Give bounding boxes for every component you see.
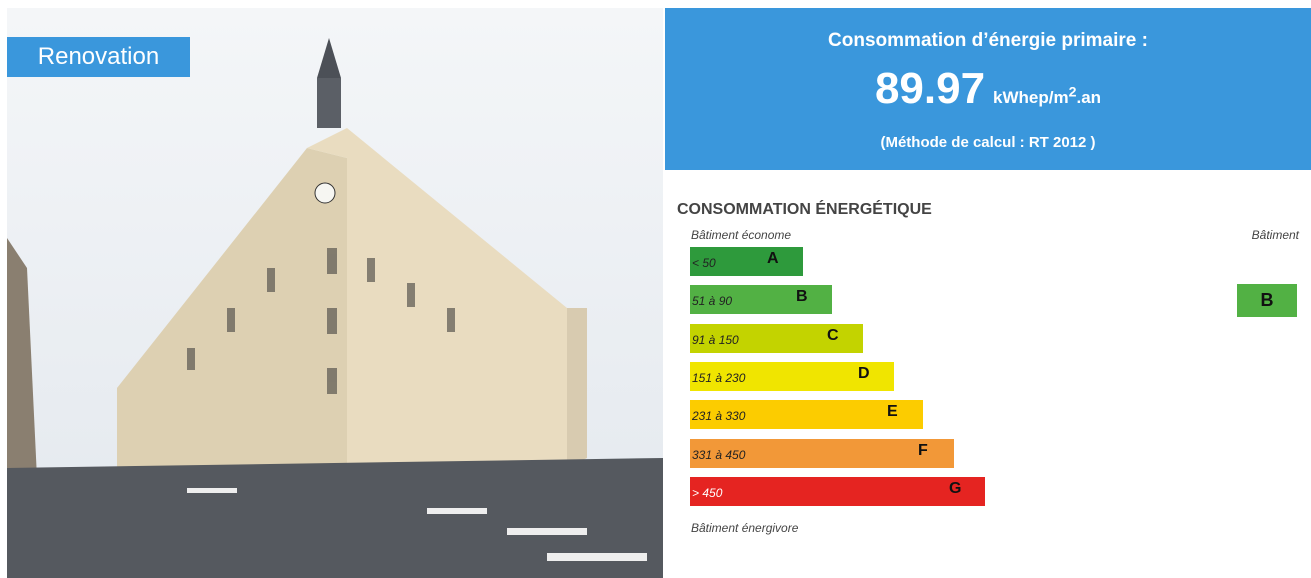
class-range: 51 à 90 [692,294,732,308]
top-text: Bâtiment économe [691,228,791,242]
class-letter: B [796,288,808,306]
class-bar: 231 à 330 E [690,400,923,429]
class-letter: A [767,250,779,268]
building-photo [7,8,663,578]
building-class-marker: B [1237,284,1297,317]
value-number: 89.97 [875,64,985,113]
class-bar: 51 à 90 B [690,285,832,314]
energy-label-title: CONSOMMATION ÉNERGÉTIQUE [677,201,932,219]
unit-base: kWhep/m [993,88,1069,107]
calculation-method: (Méthode de calcul : RT 2012 ) [665,134,1311,151]
class-bar: 151 à 230 D [690,362,894,391]
category-badge: Renovation [7,37,190,77]
class-range: 151 à 230 [692,371,745,385]
class-bar: > 450 G [690,477,985,506]
class-letter: F [918,442,928,460]
class-letter: D [858,365,870,383]
header-title: Consommation d’énergie primaire : [665,30,1311,52]
consumption-value: 89.97 kWhep/m2.an [665,64,1311,114]
page: Renovation Consommation d’énergie primai… [0,0,1311,578]
class-letter: E [887,403,898,421]
bottom-text: Bâtiment énergivore [691,521,798,535]
class-range: < 50 [692,256,716,270]
class-letter: C [827,327,839,345]
consumption-header: Consommation d’énergie primaire : 89.97 k… [665,8,1311,170]
class-range: > 450 [692,486,722,500]
class-bar: 331 à 450 F [690,439,954,468]
class-range: 91 à 150 [692,333,739,347]
class-letter: G [949,480,961,498]
class-bar: 91 à 150 C [690,324,863,353]
class-bar: < 50 A [690,247,803,276]
class-range: 231 à 330 [692,409,745,423]
class-range: 331 à 450 [692,448,745,462]
unit-suffix: .an [1076,88,1101,107]
value-unit: kWhep/m2.an [993,88,1101,107]
building-text: Bâtiment [1252,228,1299,242]
